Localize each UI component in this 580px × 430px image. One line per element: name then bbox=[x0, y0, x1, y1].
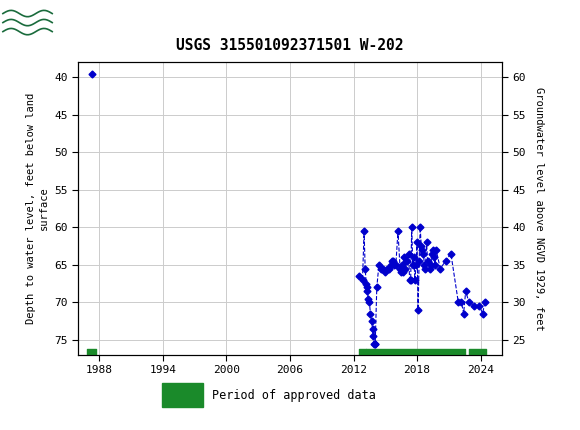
Text: USGS 315501092371501 W-202: USGS 315501092371501 W-202 bbox=[176, 38, 404, 53]
FancyBboxPatch shape bbox=[162, 384, 203, 407]
FancyBboxPatch shape bbox=[3, 3, 52, 42]
Text: USGS: USGS bbox=[58, 12, 113, 31]
Y-axis label: Groundwater level above NGVD 1929, feet: Groundwater level above NGVD 1929, feet bbox=[534, 87, 544, 330]
Y-axis label: Depth to water level, feet below land
surface: Depth to water level, feet below land su… bbox=[26, 93, 49, 324]
Text: Period of approved data: Period of approved data bbox=[212, 389, 376, 402]
